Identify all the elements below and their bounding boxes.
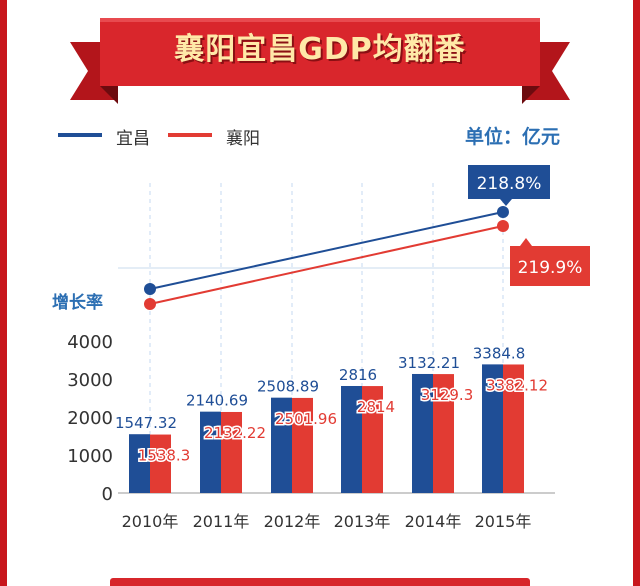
x-tick-label-1: 2011年 bbox=[193, 512, 250, 531]
x-tick-label-2: 2012年 bbox=[264, 512, 321, 531]
x-tick-label-3: 2013年 bbox=[334, 512, 391, 531]
data-label-xiangyang-5: 3382.12 bbox=[486, 376, 548, 394]
data-label-yichang-0: 1547.32 bbox=[115, 414, 177, 432]
bar-yichang-4 bbox=[412, 373, 433, 493]
growth-point-yichang-end bbox=[497, 206, 509, 218]
growth-point-xiangyang-end bbox=[497, 220, 509, 232]
growth-point-yichang-start bbox=[144, 283, 156, 295]
growth-point-xiangyang-start bbox=[144, 298, 156, 310]
x-tick-label-5: 2015年 bbox=[475, 512, 532, 531]
bar-xiangyang-4 bbox=[433, 374, 454, 493]
data-label-yichang-4: 3132.21 bbox=[398, 354, 460, 372]
y-tick-label-4: 4000 bbox=[67, 332, 113, 353]
data-label-xiangyang-1: 2132.22 bbox=[204, 424, 266, 442]
callout-xiangyang-value: 219.9% bbox=[518, 258, 583, 278]
data-label-xiangyang-2: 2501.96 bbox=[275, 410, 337, 428]
frame-left-border bbox=[0, 0, 7, 586]
callout-yichang-box bbox=[468, 165, 550, 199]
bar-yichang-2 bbox=[271, 397, 292, 493]
callout-xiangyang-box bbox=[510, 246, 590, 286]
title-ribbon bbox=[70, 18, 570, 104]
growth-line-xiangyang bbox=[149, 225, 504, 305]
bar-xiangyang-1 bbox=[221, 411, 242, 493]
y-tick-label-1: 1000 bbox=[67, 446, 113, 467]
y-tick-label-0: 0 bbox=[102, 484, 113, 505]
next-section-bar bbox=[110, 578, 530, 586]
bar-xiangyang-3 bbox=[362, 386, 383, 493]
frame-right-border bbox=[633, 0, 640, 586]
callout-yichang-value: 218.8% bbox=[477, 174, 542, 194]
x-tick-label-4: 2014年 bbox=[405, 512, 462, 531]
data-label-yichang-1: 2140.69 bbox=[186, 392, 248, 410]
legend-label: 襄阳 bbox=[226, 129, 260, 149]
growth-rate-label: 增长率 bbox=[52, 292, 103, 313]
legend-swatch bbox=[58, 133, 102, 137]
bar-yichang-0 bbox=[129, 434, 150, 493]
unit-label: 单位：亿元 bbox=[464, 126, 560, 148]
x-tick-label-0: 2010年 bbox=[122, 512, 179, 531]
callout-xiangyang-pointer bbox=[520, 238, 532, 246]
bar-xiangyang-0 bbox=[150, 434, 171, 493]
data-label-yichang-5: 3384.8 bbox=[473, 344, 526, 362]
bar-yichang-3 bbox=[341, 385, 362, 493]
data-label-xiangyang-0: 1538.3 bbox=[138, 447, 191, 465]
data-label-xiangyang-4: 3129.3 bbox=[421, 386, 474, 404]
bar-xiangyang-5 bbox=[503, 364, 524, 493]
page-title: 襄阳宜昌GDP均翻番 bbox=[174, 32, 466, 67]
data-label-yichang-2: 2508.89 bbox=[257, 378, 319, 396]
data-label-yichang-3: 2816 bbox=[339, 366, 377, 384]
legend-swatch bbox=[168, 133, 212, 137]
y-tick-label-2: 2000 bbox=[67, 408, 113, 429]
legend-label: 宜昌 bbox=[116, 129, 150, 149]
bar-yichang-1 bbox=[200, 411, 221, 493]
growth-line-yichang bbox=[149, 211, 504, 290]
bar-yichang-5 bbox=[482, 364, 503, 493]
bar-xiangyang-2 bbox=[292, 397, 313, 493]
data-label-xiangyang-3: 2814 bbox=[357, 398, 395, 416]
y-tick-label-3: 3000 bbox=[67, 370, 113, 391]
callout-yichang-pointer bbox=[500, 199, 512, 206]
